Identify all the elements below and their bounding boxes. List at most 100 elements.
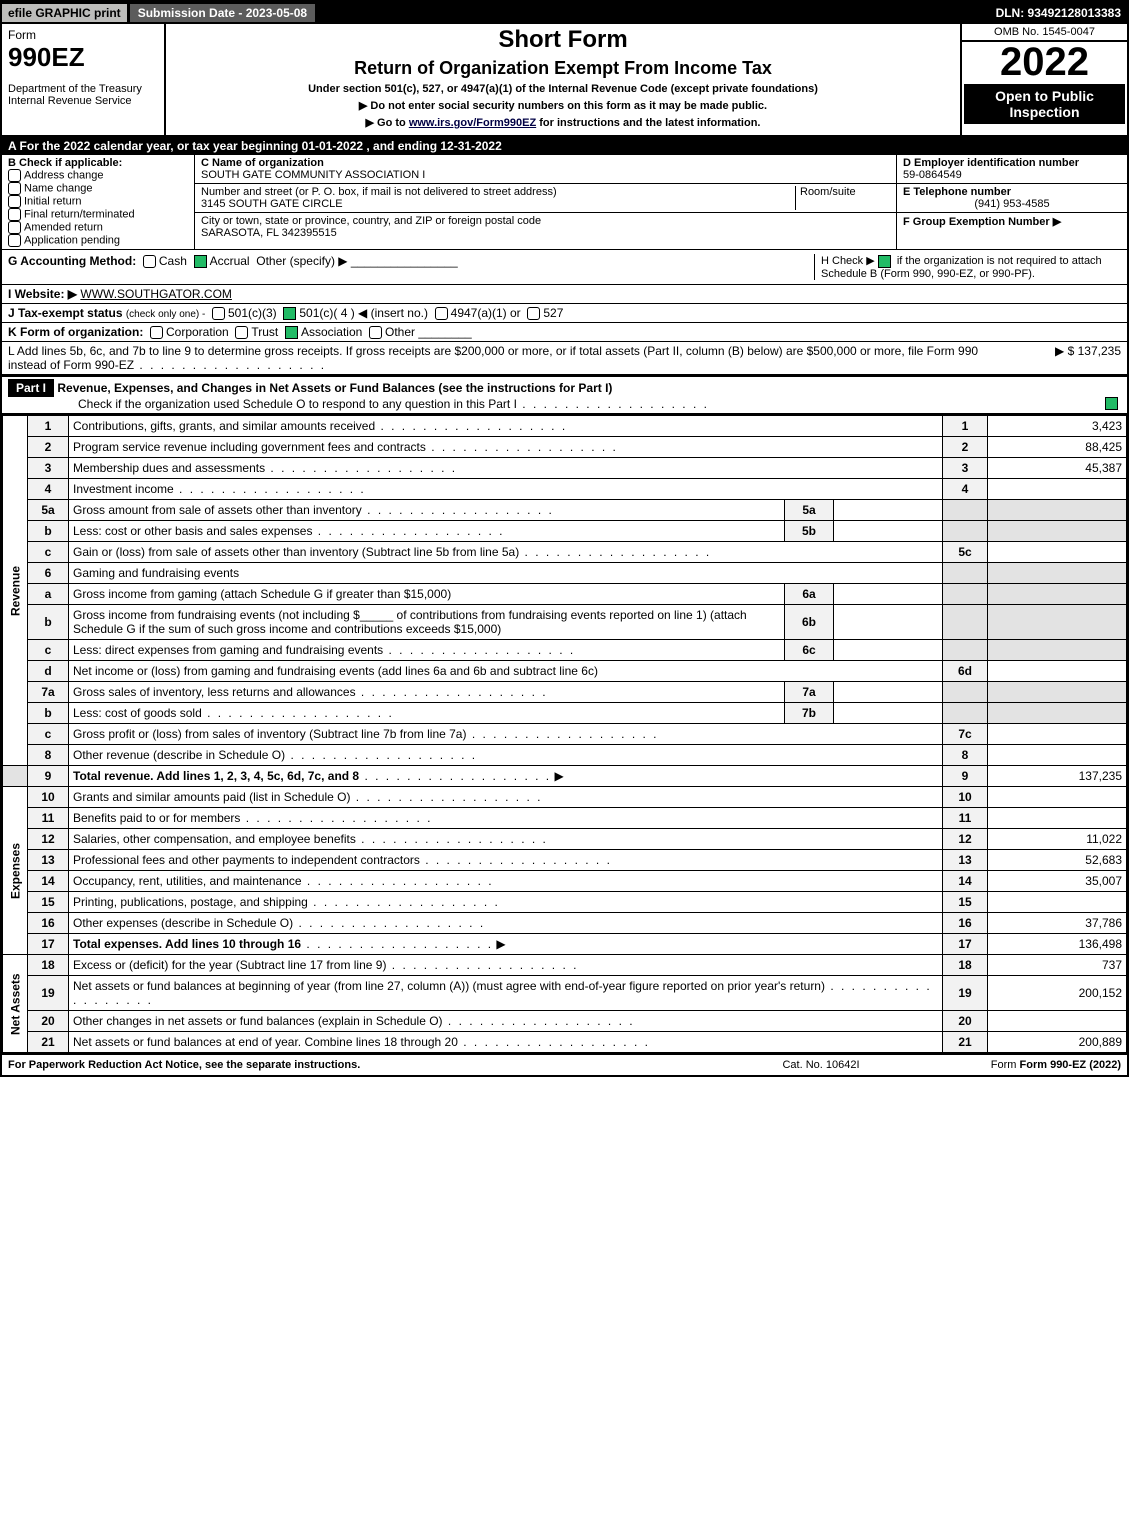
- line15: Printing, publications, postage, and shi…: [69, 892, 943, 913]
- line11: Benefits paid to or for members: [69, 808, 943, 829]
- e-label: E Telephone number: [903, 186, 1011, 198]
- section-i: I Website: ▶ WWW.SOUTHGATOR.COM: [2, 285, 1127, 304]
- submission-date: Submission Date - 2023-05-08: [129, 3, 316, 23]
- chk-initial[interactable]: [8, 195, 21, 208]
- tax-year: 2022: [962, 42, 1127, 82]
- chk-501c3[interactable]: [212, 307, 225, 320]
- section-j: J Tax-exempt status (check only one) - 5…: [2, 304, 1127, 323]
- netassets-vlabel: Net Assets: [3, 955, 28, 1053]
- chk-501c[interactable]: [283, 307, 296, 320]
- part1-label: Part I: [8, 379, 54, 397]
- page-footer: For Paperwork Reduction Act Notice, see …: [2, 1053, 1127, 1075]
- part1-title: Revenue, Expenses, and Changes in Net As…: [57, 381, 612, 395]
- section-bcd: B Check if applicable: Address change Na…: [2, 155, 1127, 250]
- line4: Investment income: [69, 479, 943, 500]
- city-label: City or town, state or province, country…: [201, 215, 541, 227]
- line6d: Net income or (loss) from gaming and fun…: [69, 661, 943, 682]
- chk-address[interactable]: [8, 169, 21, 182]
- chk-4947[interactable]: [435, 307, 448, 320]
- top-bar: efile GRAPHIC print Submission Date - 20…: [2, 2, 1127, 24]
- line17: Total expenses. Add lines 10 through 16 …: [69, 934, 943, 955]
- chk-527[interactable]: [527, 307, 540, 320]
- line5c: Gain or (loss) from sale of assets other…: [69, 542, 943, 563]
- line16: Other expenses (describe in Schedule O): [69, 913, 943, 934]
- j-label: J Tax-exempt status: [8, 306, 123, 320]
- section-b: B Check if applicable: Address change Na…: [2, 155, 195, 249]
- org-address: 3145 SOUTH GATE CIRCLE: [201, 198, 343, 210]
- f-label: F Group Exemption Number ▶: [903, 216, 1061, 228]
- line10: Grants and similar amounts paid (list in…: [69, 787, 943, 808]
- section-def: D Employer identification number 59-0864…: [897, 155, 1127, 249]
- chk-final[interactable]: [8, 208, 21, 221]
- return-title: Return of Organization Exempt From Incom…: [172, 58, 954, 79]
- line20: Other changes in net assets or fund bala…: [69, 1011, 943, 1032]
- chk-corp[interactable]: [150, 326, 163, 339]
- line6: Gaming and fundraising events: [69, 563, 943, 584]
- cat-no: Cat. No. 10642I: [721, 1059, 921, 1071]
- short-form-title: Short Form: [172, 26, 954, 54]
- chk-cash[interactable]: [143, 255, 156, 268]
- goto-line: Go to www.irs.gov/Form990EZ for instruct…: [172, 116, 954, 129]
- chk-name[interactable]: [8, 182, 21, 195]
- b-label: B Check if applicable:: [8, 157, 122, 169]
- line9: Total revenue. Add lines 1, 2, 3, 4, 5c,…: [69, 766, 943, 787]
- h-label: H Check ▶: [821, 255, 875, 267]
- i-label: I Website: ▶: [8, 287, 77, 301]
- expenses-vlabel: Expenses: [3, 787, 28, 955]
- under-section: Under section 501(c), 527, or 4947(a)(1)…: [172, 83, 954, 95]
- ssn-warning: Do not enter social security numbers on …: [172, 99, 954, 112]
- l-text: L Add lines 5b, 6c, and 7b to line 9 to …: [8, 344, 1001, 372]
- line19: Net assets or fund balances at beginning…: [69, 976, 943, 1011]
- line14: Occupancy, rent, utilities, and maintena…: [69, 871, 943, 892]
- dept-treasury: Department of the Treasury Internal Reve…: [8, 83, 158, 107]
- section-c: C Name of organization SOUTH GATE COMMUN…: [195, 155, 897, 249]
- chk-part1[interactable]: [1105, 397, 1118, 410]
- efile-label: efile GRAPHIC print: [2, 4, 127, 22]
- ein: 59-0864549: [903, 169, 962, 181]
- d-label: D Employer identification number: [903, 157, 1079, 169]
- chk-trust[interactable]: [235, 326, 248, 339]
- part1-header: Part I Revenue, Expenses, and Changes in…: [2, 375, 1127, 415]
- goto-a: Go to: [377, 117, 409, 129]
- line2: Program service revenue including govern…: [69, 437, 943, 458]
- section-gh: G Accounting Method: Cash Accrual Other …: [2, 250, 1127, 285]
- room-suite-label: Room/suite: [795, 186, 890, 210]
- chk-pending[interactable]: [8, 234, 21, 247]
- chk-accrual[interactable]: [194, 255, 207, 268]
- line12: Salaries, other compensation, and employ…: [69, 829, 943, 850]
- lines-table: Revenue 1Contributions, gifts, grants, a…: [2, 415, 1127, 1053]
- line8: Other revenue (describe in Schedule O): [69, 745, 943, 766]
- line18: Excess or (deficit) for the year (Subtra…: [69, 955, 943, 976]
- org-city: SARASOTA, FL 342395515: [201, 227, 337, 239]
- website-url: WWW.SOUTHGATOR.COM: [80, 287, 232, 301]
- line21: Net assets or fund balances at end of ye…: [69, 1032, 943, 1053]
- chk-h[interactable]: [878, 255, 891, 268]
- form-header: Form 990EZ Department of the Treasury In…: [2, 24, 1127, 137]
- line6b: Gross income from fundraising events (no…: [69, 605, 785, 640]
- c-label: C Name of organization: [201, 157, 324, 169]
- section-l: L Add lines 5b, 6c, and 7b to line 9 to …: [2, 342, 1127, 375]
- form-container: efile GRAPHIC print Submission Date - 20…: [0, 0, 1129, 1077]
- line6a: Gross income from gaming (attach Schedul…: [69, 584, 785, 605]
- g-other: Other (specify) ▶: [256, 254, 347, 268]
- line3: Membership dues and assessments: [69, 458, 943, 479]
- section-k: K Form of organization: Corporation Trus…: [2, 323, 1127, 342]
- k-label: K Form of organization:: [8, 325, 143, 339]
- irs-link[interactable]: www.irs.gov/Form990EZ: [409, 117, 536, 129]
- chk-other-org[interactable]: [369, 326, 382, 339]
- part1-sub: Check if the organization used Schedule …: [78, 397, 709, 411]
- phone: (941) 953-4585: [903, 198, 1121, 210]
- addr-label: Number and street (or P. O. box, if mail…: [201, 186, 557, 198]
- line7a: Gross sales of inventory, less returns a…: [69, 682, 785, 703]
- dln-number: DLN: 93492128013383: [996, 6, 1127, 20]
- chk-amended[interactable]: [8, 221, 21, 234]
- line5b: Less: cost or other basis and sales expe…: [69, 521, 785, 542]
- j-note: (check only one) -: [126, 309, 205, 320]
- section-a: A For the 2022 calendar year, or tax yea…: [2, 137, 1127, 155]
- open-to-public: Open to Public Inspection: [964, 84, 1125, 124]
- g-label: G Accounting Method:: [8, 254, 136, 268]
- line7c: Gross profit or (loss) from sales of inv…: [69, 724, 943, 745]
- form-number: 990EZ: [8, 42, 158, 73]
- line1: Contributions, gifts, grants, and simila…: [69, 416, 943, 437]
- chk-assoc[interactable]: [285, 326, 298, 339]
